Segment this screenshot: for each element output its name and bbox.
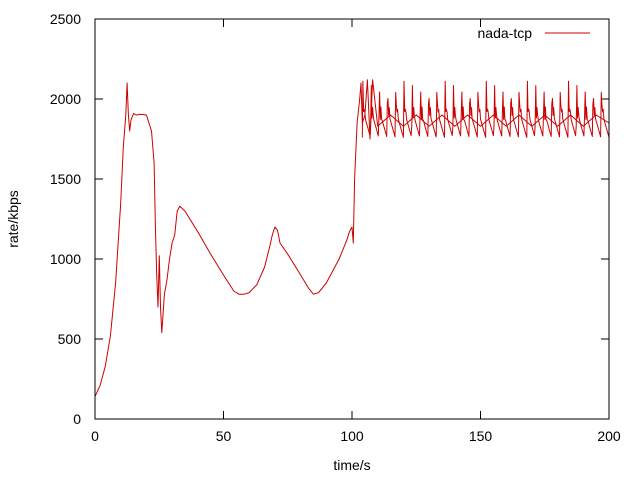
x-tick-label-150: 150 [469,428,493,444]
series-line-nada-tcp [94,79,610,397]
x-tick-label-0: 0 [91,428,99,444]
x-axis-label: time/s [333,457,370,473]
series-oscillation-nada-tcp [361,80,610,138]
plot-frame [94,18,610,420]
y-tick-label-2500: 2500 [50,11,81,27]
y-tick-label-1500: 1500 [50,171,81,187]
y-tick-label-1000: 1000 [50,251,81,267]
y-axis-label: rate/kbps [5,190,21,248]
y-tick-label-0: 0 [73,411,81,427]
y-tick-label-2000: 2000 [50,91,81,107]
x-tick-label-200: 200 [597,428,621,444]
y-tick-label-500: 500 [58,331,82,347]
legend-entry-nada-tcp: nada-tcp [478,25,533,41]
x-tick-label-100: 100 [340,428,364,444]
x-tick-label-50: 50 [216,428,232,444]
tick-layer [94,18,610,420]
